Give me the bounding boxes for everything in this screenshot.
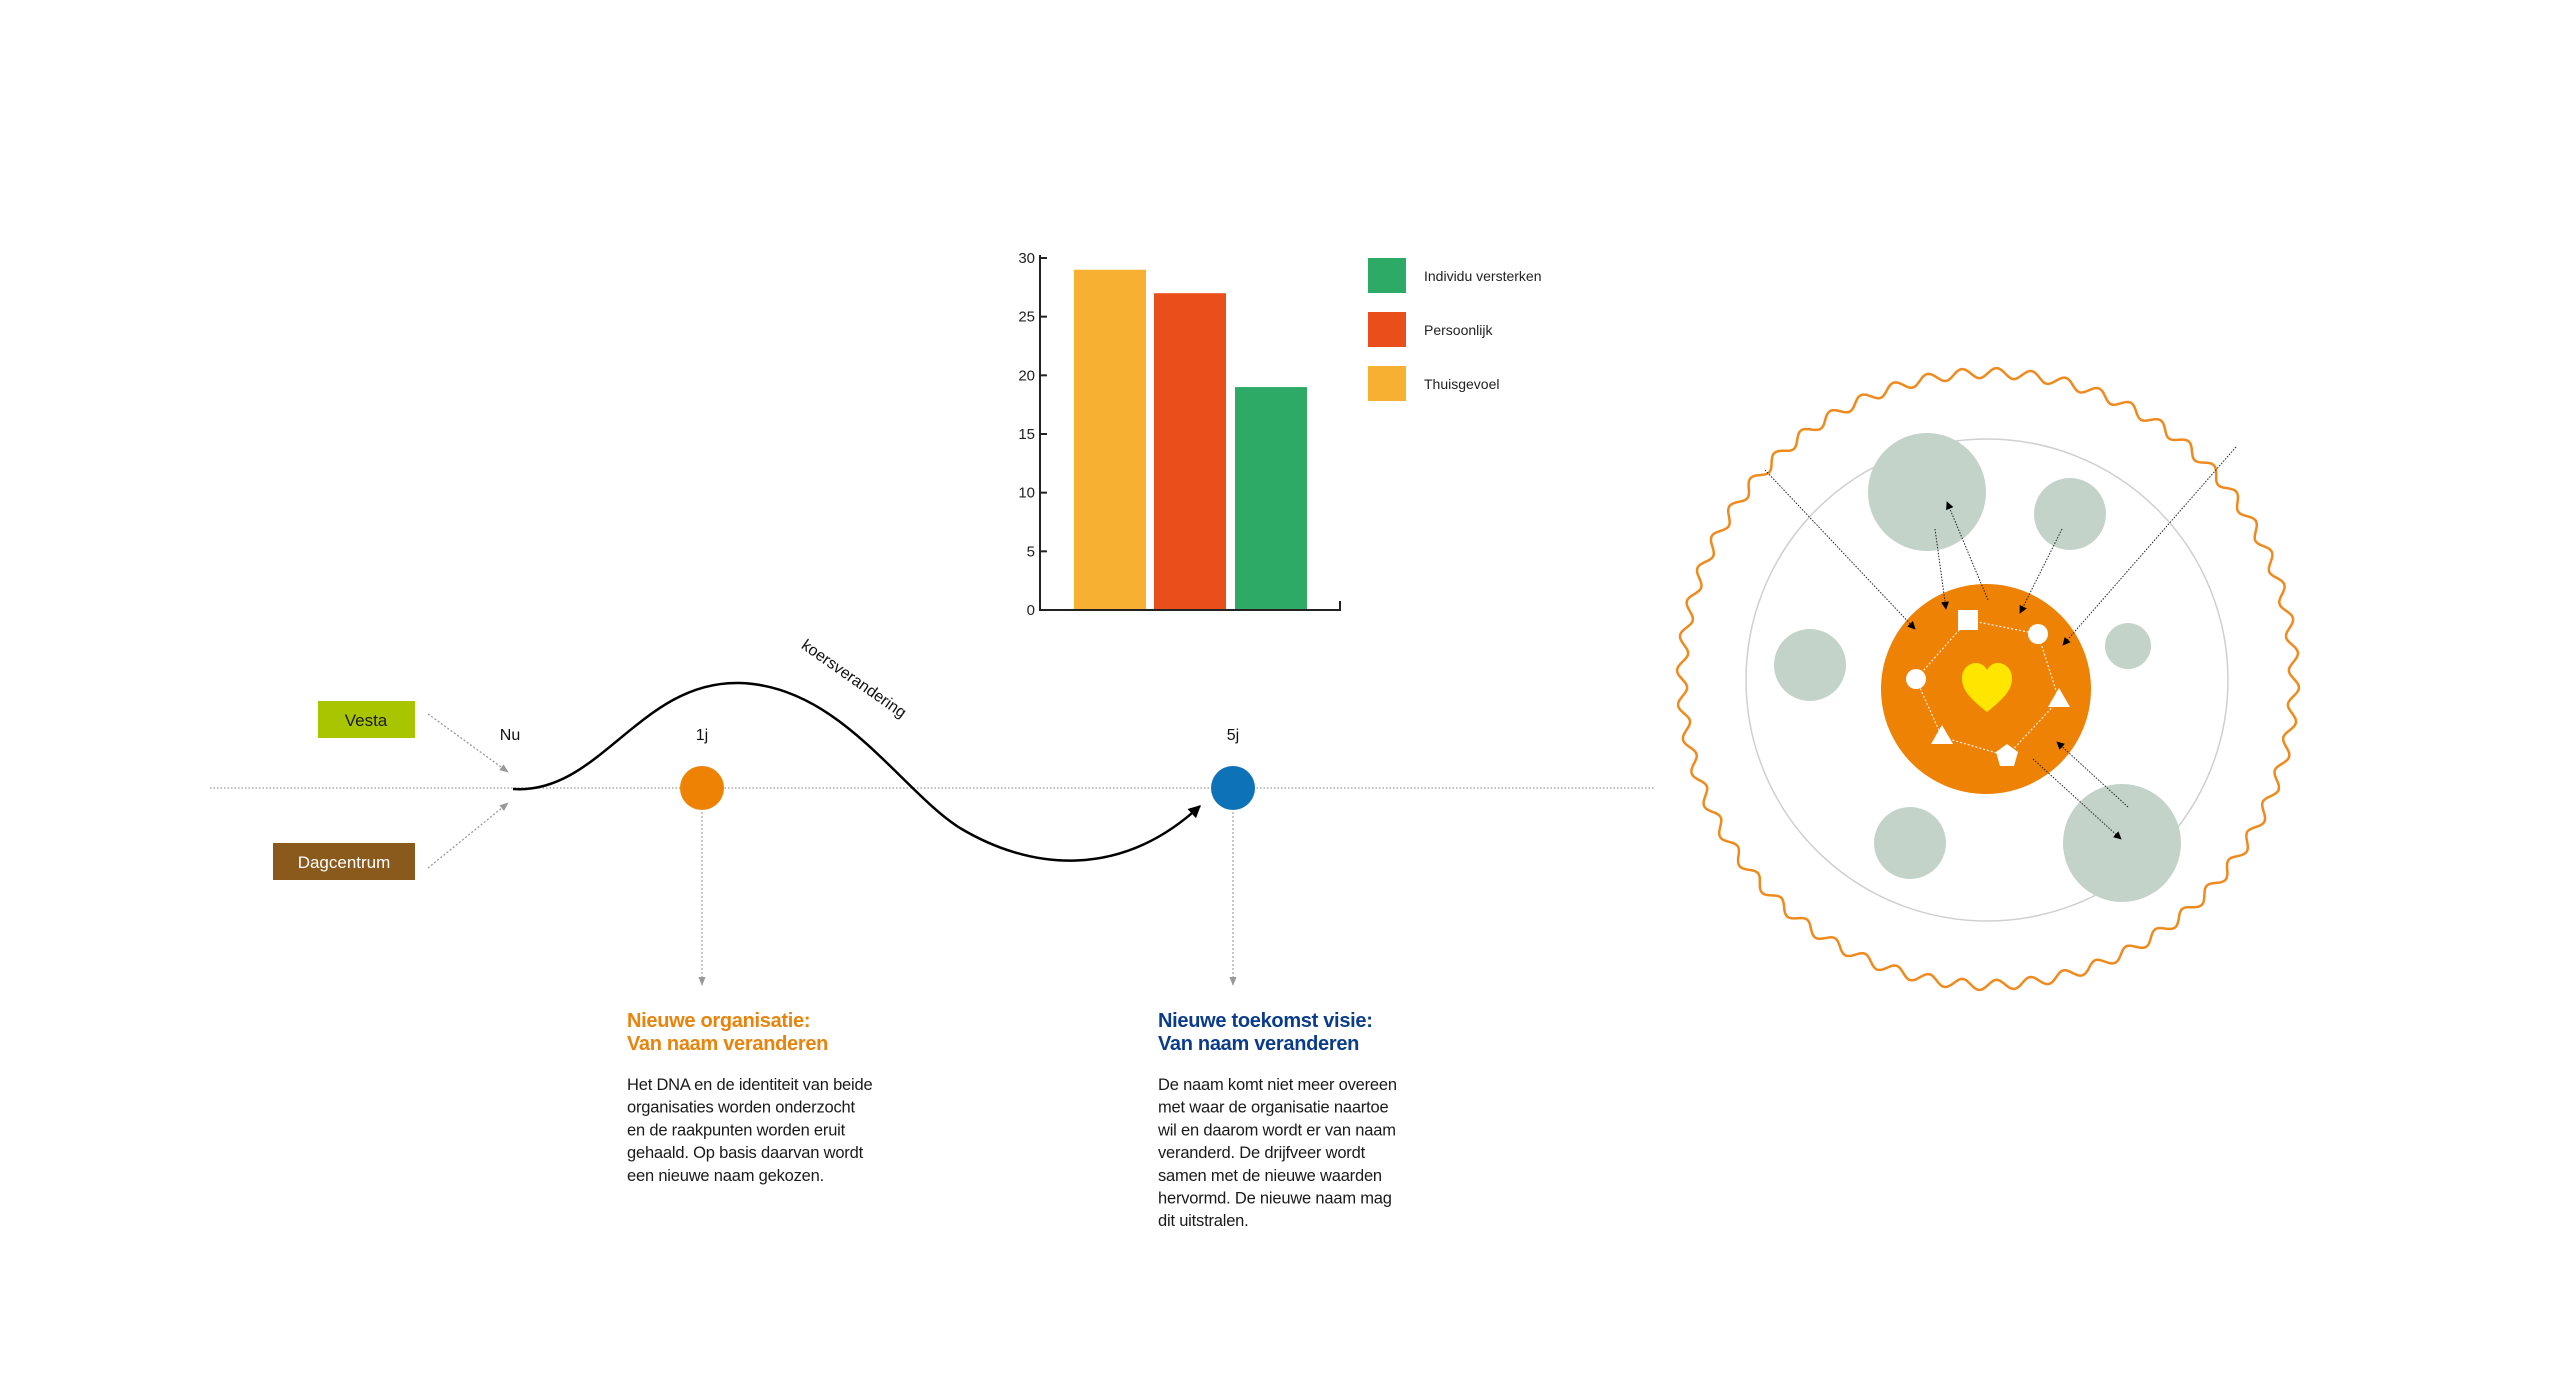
flow-arrow [2032, 758, 2122, 840]
body-text-line: gehaald. Op basis daarvan wordt [627, 1144, 864, 1162]
column-heading: Van naam veranderen [1158, 1033, 1359, 1055]
legend-swatch [1368, 312, 1406, 347]
body-text-line: een nieuwe naam gekozen. [627, 1167, 824, 1185]
body-text-line: De naam komt niet meer overeen [1158, 1076, 1397, 1094]
marker-label-nu: Nu [500, 727, 520, 744]
dagcentrum-box [273, 843, 415, 880]
satellite-circle [2034, 478, 2106, 550]
body-text-line: en de raakpunten worden eruit [627, 1121, 846, 1139]
body-text-line: met waar de organisatie naartoe [1158, 1099, 1388, 1117]
bar-thuisgevoel [1074, 269, 1146, 610]
marker-1j-dot [680, 766, 724, 810]
body-text-line: dit uitstralen. [1158, 1212, 1249, 1230]
legend-swatch [1368, 366, 1406, 401]
column-heading: Nieuwe toekomst visie: [1158, 1010, 1373, 1032]
y-tick-label: 10 [1018, 485, 1035, 502]
satellite-circle [2105, 623, 2151, 669]
body-text-line: hervormd. De nieuwe naam mag [1158, 1190, 1392, 1208]
course-change-curve [512, 681, 1201, 862]
y-tick-label: 30 [1018, 250, 1035, 267]
dagcentrum-arrow [427, 802, 509, 869]
column-new-organisation: Nieuwe organisatie: Van naam veranderen … [627, 1010, 873, 1185]
legend-label: Thuisgevoel [1424, 376, 1500, 392]
dagcentrum-label: Dagcentrum [298, 853, 391, 872]
legend-label: Persoonlijk [1424, 322, 1493, 338]
bar-individu-versterken [1235, 387, 1307, 610]
vesta-arrow [427, 713, 509, 773]
body-text-line: veranderd. De drijfveer wordt [1158, 1144, 1366, 1162]
flow-arrow [2019, 528, 2063, 614]
marker-5j-dot [1211, 766, 1255, 810]
circle-diagram [1675, 366, 2301, 992]
body-text-line: wil en daarom wordt er van naam [1157, 1121, 1396, 1139]
body-text-line: samen met de nieuwe waarden [1158, 1167, 1382, 1185]
heart-icon [1962, 663, 2012, 712]
bar-persoonlijk [1154, 293, 1226, 610]
vesta-label: Vesta [345, 711, 388, 730]
triangle-icon [1931, 725, 1953, 744]
satellite-circle [1868, 433, 1986, 551]
vesta-box [318, 701, 415, 738]
y-tick-label: 20 [1018, 367, 1035, 384]
y-tick-label: 15 [1018, 426, 1035, 443]
timeline: Vesta Dagcentrum Nu 1j 5j koersveranderi… [210, 637, 1655, 986]
chart-legend: Individu versterken Persoonlijk Thuisgevoe… [1368, 258, 1542, 401]
wavy-outer-ring [1675, 366, 2301, 992]
flow-arrow [1764, 469, 1916, 630]
square-icon [1958, 610, 1978, 630]
curve-label: koersverandering [798, 637, 909, 722]
triangle-icon [2048, 688, 2070, 707]
legend-swatch [1368, 258, 1406, 293]
column-heading: Van naam veranderen [627, 1033, 828, 1055]
column-heading: Nieuwe organisatie: [627, 1010, 810, 1032]
column-new-vision: Nieuwe toekomst visie: Van naam verander… [1157, 1010, 1397, 1230]
satellite-circle [1874, 807, 1946, 879]
circle-icon [1906, 669, 1926, 689]
satellite-circle [1774, 629, 1846, 701]
body-text-line: Het DNA en de identiteit van beide [627, 1076, 872, 1094]
satellite-circle [2063, 784, 2181, 902]
inner-ring [1745, 438, 2229, 922]
marker-label-1j: 1j [696, 727, 708, 744]
y-tick-label: 25 [1018, 309, 1035, 326]
body-text-line: organisaties worden onderzocht [627, 1099, 856, 1117]
flow-arrow [2056, 741, 2129, 808]
flow-arrow [1934, 528, 1949, 610]
y-tick-label: 0 [1027, 602, 1035, 619]
pentagon-icon [1996, 744, 2018, 766]
marker-label-5j: 5j [1227, 727, 1239, 744]
circle-icon [2028, 624, 2048, 644]
y-tick-label: 5 [1027, 543, 1035, 560]
flow-arrow [2062, 446, 2237, 646]
flow-arrows [1764, 446, 2237, 840]
legend-label: Individu versterken [1424, 268, 1542, 284]
bar-chart: 0 5 10 15 20 25 30 Individu versterken Persoonl… [1018, 250, 1541, 619]
